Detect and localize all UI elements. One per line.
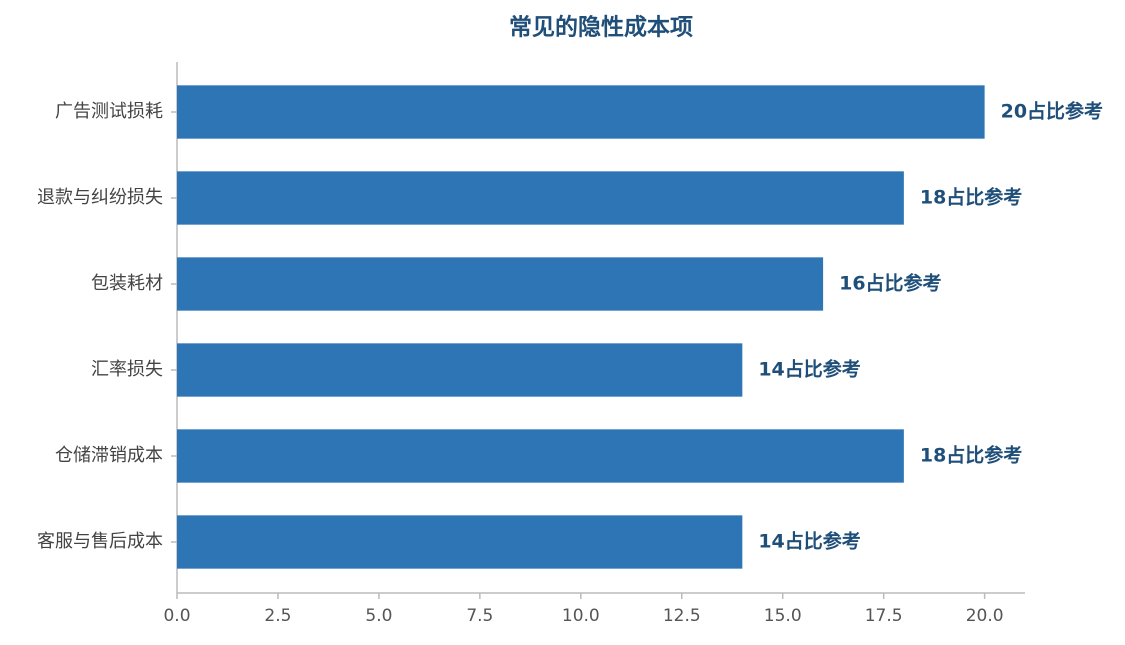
value-label: 20占比参考	[1001, 100, 1103, 123]
x-tick-label: 5.0	[365, 606, 392, 626]
value-label: 14占比参考	[758, 530, 860, 553]
bar	[177, 171, 904, 225]
value-label: 18占比参考	[920, 444, 1022, 467]
x-tick-label: 0.0	[163, 606, 190, 626]
chart-title: 常见的隐性成本项	[509, 14, 693, 41]
y-tick-label: 退款与纠纷损失	[37, 187, 163, 208]
bar	[177, 343, 743, 397]
x-tick-label: 20.0	[966, 606, 1004, 626]
x-tick-label: 7.5	[466, 606, 493, 626]
x-tick-label: 17.5	[865, 606, 903, 626]
x-tick-label: 10.0	[562, 606, 600, 626]
x-tick-label: 2.5	[264, 606, 291, 626]
y-tick-label: 广告测试损耗	[55, 101, 163, 122]
y-tick-label: 仓储滞销成本	[55, 445, 163, 466]
y-tick-label: 汇率损失	[91, 359, 163, 380]
y-tick-label: 客服与售后成本	[37, 531, 163, 552]
value-label: 14占比参考	[758, 358, 860, 381]
y-tick-label: 包装耗材	[91, 273, 163, 294]
bar	[177, 85, 985, 139]
bar	[177, 257, 824, 311]
value-label: 16占比参考	[839, 272, 941, 295]
bar	[177, 429, 904, 483]
x-tick-label: 12.5	[663, 606, 701, 626]
value-label: 18占比参考	[920, 186, 1022, 209]
x-tick-label: 15.0	[764, 606, 802, 626]
bar	[177, 515, 743, 569]
